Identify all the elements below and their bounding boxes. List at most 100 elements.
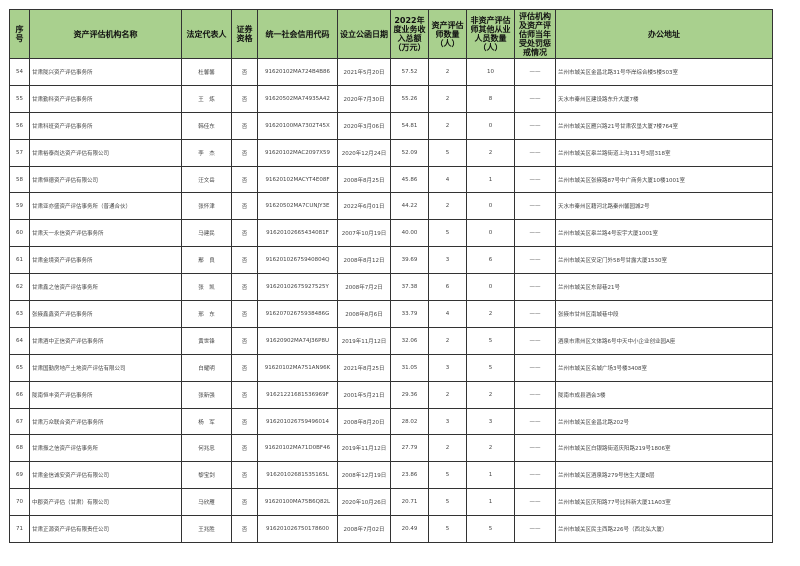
col-header-address: 办公地址: [555, 9, 773, 59]
cell-penalties: ——: [514, 461, 556, 490]
cell-securities: 否: [231, 515, 258, 544]
cell-securities: 否: [231, 138, 258, 167]
cell-revenue: 31.05: [390, 353, 429, 382]
cell-revenue: 23.86: [390, 461, 429, 490]
col-header-revenue: 2022年度业务收入总额（万元）: [390, 9, 429, 59]
cell-revenue: 40.00: [390, 219, 429, 248]
col-header-index: 序号: [9, 9, 30, 59]
cell-appraisers: 4: [428, 300, 467, 328]
cell-penalties: ——: [514, 407, 556, 436]
cell-credit-code: 91620902MA74J36P8U: [257, 326, 338, 355]
cell-revenue: 27.79: [390, 434, 429, 463]
cell-appraisers: 3: [428, 246, 467, 275]
cell-credit-code: 91620102665434081F: [257, 219, 338, 248]
cell-credit-code: 91620502MA74935A42: [257, 84, 338, 113]
cell-appraisers: 2: [428, 58, 467, 86]
cell-appraisers: 5: [428, 461, 467, 490]
cell-name: 中郡资产评估（甘肃）有限公司: [29, 488, 182, 517]
col-header-appraisers: 资产评估师数量（人）: [428, 9, 467, 59]
cell-securities: 否: [231, 273, 258, 302]
col-header-name: 资产评估机构名称: [29, 9, 182, 59]
cell-penalties: ——: [514, 300, 556, 328]
cell-securities: 否: [231, 300, 258, 328]
cell-legal-rep: 李 杰: [181, 138, 232, 167]
cell-revenue: 54.81: [390, 111, 429, 140]
cell-legal-rep: 马欣雁: [181, 488, 232, 517]
cell-penalties: ——: [514, 326, 556, 355]
cell-securities: 否: [231, 380, 258, 409]
cell-legal-rep: 张 凯: [181, 273, 232, 302]
cell-date: 2008年7月02日: [337, 515, 391, 544]
table-row: 61 甘肃金境资产评估事务所鄢 良否 91620102675940804Q 2008年…: [9, 246, 773, 275]
cell-credit-code: 91620502MA7CUNJY3E: [257, 192, 338, 221]
cell-legal-rep: 马建民: [181, 219, 232, 248]
cell-appraisers: 3: [428, 407, 467, 436]
cell-penalties: ——: [514, 84, 556, 113]
cell-revenue: 20.49: [390, 515, 429, 544]
cell-other-staff: 2: [466, 434, 515, 463]
cell-legal-rep: 黄世锋: [181, 326, 232, 355]
cell-date: 2008年8月20日: [337, 407, 391, 436]
cell-appraisers: 4: [428, 165, 467, 194]
cell-index: 66: [9, 380, 30, 409]
cell-index: 69: [9, 461, 30, 490]
cell-appraisers: 5: [428, 219, 467, 248]
cell-credit-code: 91620702675938486G: [257, 300, 338, 328]
cell-address: 兰州市城关区皋兰路街道上沟131号3层318室: [555, 138, 773, 167]
cell-other-staff: 2: [466, 380, 515, 409]
cell-penalties: ——: [514, 273, 556, 302]
cell-credit-code: 91620102675940804Q: [257, 246, 338, 275]
cell-legal-rep: 张怀津: [181, 192, 232, 221]
cell-penalties: ——: [514, 488, 556, 517]
cell-other-staff: 1: [466, 461, 515, 490]
cell-credit-code: 91621221681536969F: [257, 380, 338, 409]
cell-other-staff: 0: [466, 111, 515, 140]
appraisal-institutions-table: 序号 资产评估机构名称 法定代表人 证券资格 统一社会信用代码 设立公函日期 2…: [9, 9, 773, 544]
cell-appraisers: 5: [428, 488, 467, 517]
cell-penalties: ——: [514, 58, 556, 86]
cell-revenue: 20.71: [390, 488, 429, 517]
cell-name: 甘肃鑫之信资产评估事务所: [29, 273, 182, 302]
cell-date: 2020年12月24日: [337, 138, 391, 167]
cell-penalties: ——: [514, 434, 556, 463]
cell-appraisers: 3: [428, 353, 467, 382]
cell-other-staff: 3: [466, 407, 515, 436]
cell-name: 甘肃振之信资产评估事务所: [29, 434, 182, 463]
cell-date: 2008年12月19日: [337, 461, 391, 490]
cell-appraisers: 2: [428, 84, 467, 113]
cell-securities: 否: [231, 326, 258, 355]
cell-legal-rep: 何兆忠: [181, 434, 232, 463]
cell-name: 甘肃亚亦盛资产评估事务所（普通合伙）: [29, 192, 182, 221]
cell-index: 65: [9, 353, 30, 382]
cell-securities: 否: [231, 84, 258, 113]
cell-name: 甘肃科班资产评估事务所: [29, 111, 182, 140]
cell-penalties: ——: [514, 165, 556, 194]
cell-address: 兰州市城关区金昌北路31号华岸综合楼5楼503室: [555, 58, 773, 86]
cell-appraisers: 2: [428, 192, 467, 221]
cell-legal-rep: 杨 军: [181, 407, 232, 436]
cell-legal-rep: 王 炼: [181, 84, 232, 113]
cell-revenue: 57.52: [390, 58, 429, 86]
cell-address: 兰州市城关区庆阳路77号比科新大厦11A03室: [555, 488, 773, 517]
col-header-legal-rep: 法定代表人: [181, 9, 232, 59]
cell-securities: 否: [231, 219, 258, 248]
cell-legal-rep: 王兆胜: [181, 515, 232, 544]
cell-other-staff: 2: [466, 138, 515, 167]
cell-name: 甘肃酒中正信资产评估事务所: [29, 326, 182, 355]
cell-index: 64: [9, 326, 30, 355]
cell-penalties: ——: [514, 246, 556, 275]
cell-credit-code: 91620102MA751AN96K: [257, 353, 338, 382]
cell-address: 天水市秦州区藉河北路秦州馨园城2号: [555, 192, 773, 221]
cell-index: 56: [9, 111, 30, 140]
cell-date: 2001年5月21日: [337, 380, 391, 409]
cell-address: 兰州市城关区东部巷21号: [555, 273, 773, 302]
cell-index: 61: [9, 246, 30, 275]
cell-date: 2020年3月06日: [337, 111, 391, 140]
cell-credit-code: 91620102MA724B4B86: [257, 58, 338, 86]
cell-other-staff: 2: [466, 300, 515, 328]
cell-securities: 否: [231, 111, 258, 140]
cell-index: 67: [9, 407, 30, 436]
cell-revenue: 33.79: [390, 300, 429, 328]
cell-index: 59: [9, 192, 30, 221]
cell-name: 甘肃勤科资产评估事务所: [29, 84, 182, 113]
